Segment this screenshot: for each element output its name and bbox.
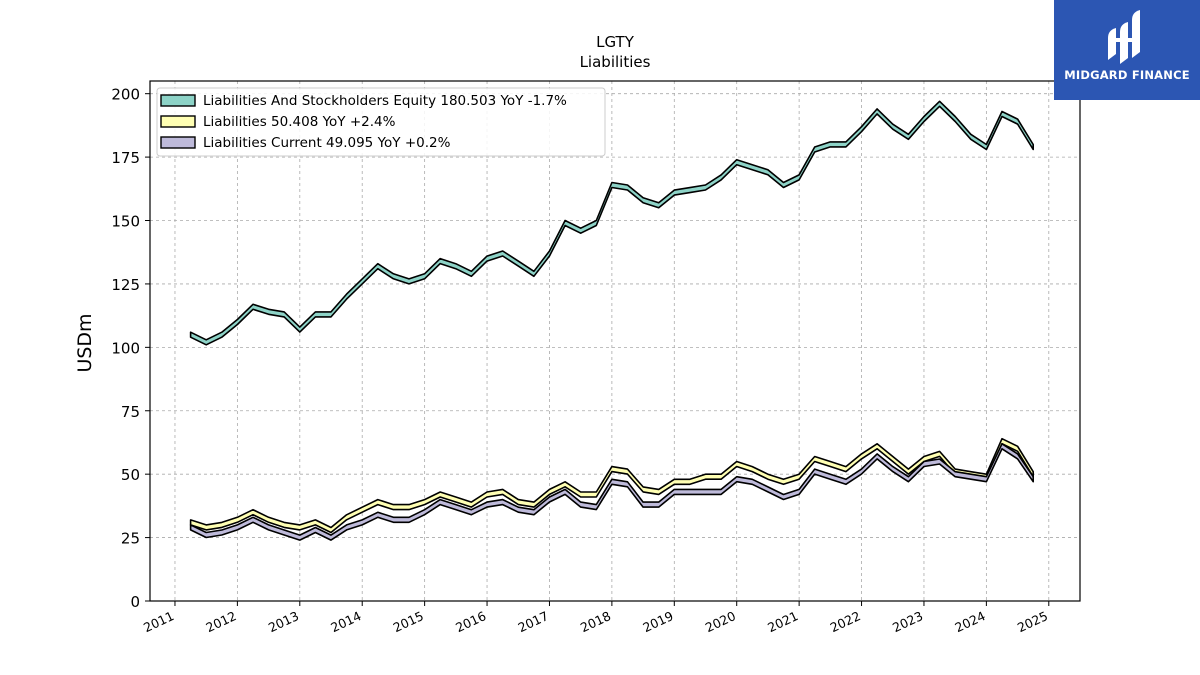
x-tick-label: 2020	[703, 608, 738, 635]
y-tick-label: 125	[111, 276, 140, 294]
legend: Liabilities And Stockholders Equity 180.…	[156, 87, 606, 157]
x-tick-label: 2017	[516, 608, 551, 635]
x-tick-label: 2014	[328, 608, 363, 635]
y-tick-label: 175	[111, 149, 140, 167]
legend-label: Liabilities And Stockholders Equity 180.…	[203, 93, 567, 109]
x-tick-label: 2018	[578, 608, 613, 635]
series-line-2	[189, 443, 1034, 541]
x-tick-label: 2012	[203, 608, 238, 635]
chart-subtitle: Liabilities	[580, 53, 651, 71]
x-tick-label: 2019	[640, 608, 675, 635]
x-tick-label: 2023	[890, 608, 925, 635]
y-axis-label: USDm	[74, 313, 96, 372]
series-line-0	[189, 100, 1034, 346]
x-tick-label: 2021	[765, 608, 800, 635]
x-tick-label: 2016	[453, 608, 488, 635]
legend-label: Liabilities 50.408 YoY +2.4%	[203, 114, 396, 130]
y-tick-label: 50	[121, 466, 140, 484]
legend-swatch	[160, 136, 196, 149]
x-tick-label: 2022	[828, 608, 863, 635]
brand-logo: MIDGARD FINANCE	[1054, 0, 1200, 100]
x-tick-label: 2025	[1015, 608, 1050, 635]
y-tick-label: 25	[121, 530, 140, 548]
y-tick-label: 75	[121, 403, 140, 421]
legend-swatch	[160, 115, 196, 128]
logo-text: MIDGARD FINANCE	[1064, 68, 1190, 82]
x-tick-label: 2011	[141, 608, 176, 635]
x-tick-label: 2013	[266, 608, 301, 635]
series-layer	[189, 100, 1034, 541]
y-tick-label: 100	[111, 339, 140, 357]
x-tick-label: 2015	[391, 608, 426, 635]
legend-label: Liabilities Current 49.095 YoY +0.2%	[203, 135, 451, 151]
midgard-logo-icon	[1108, 10, 1140, 64]
legend-box	[156, 87, 606, 157]
y-tick-label: 200	[111, 86, 140, 104]
y-tick-label: 150	[111, 213, 140, 231]
x-tick-label: 2024	[952, 608, 987, 635]
axes: 0 25 50 75 100 125 150 175 200 2011 2012 2013 2014 20…	[111, 86, 1050, 635]
grid	[150, 81, 1080, 602]
legend-swatch	[160, 94, 196, 107]
plot-frame	[149, 80, 1081, 602]
y-tick-label: 0	[130, 593, 140, 611]
chart-title: LGTY	[596, 33, 635, 51]
